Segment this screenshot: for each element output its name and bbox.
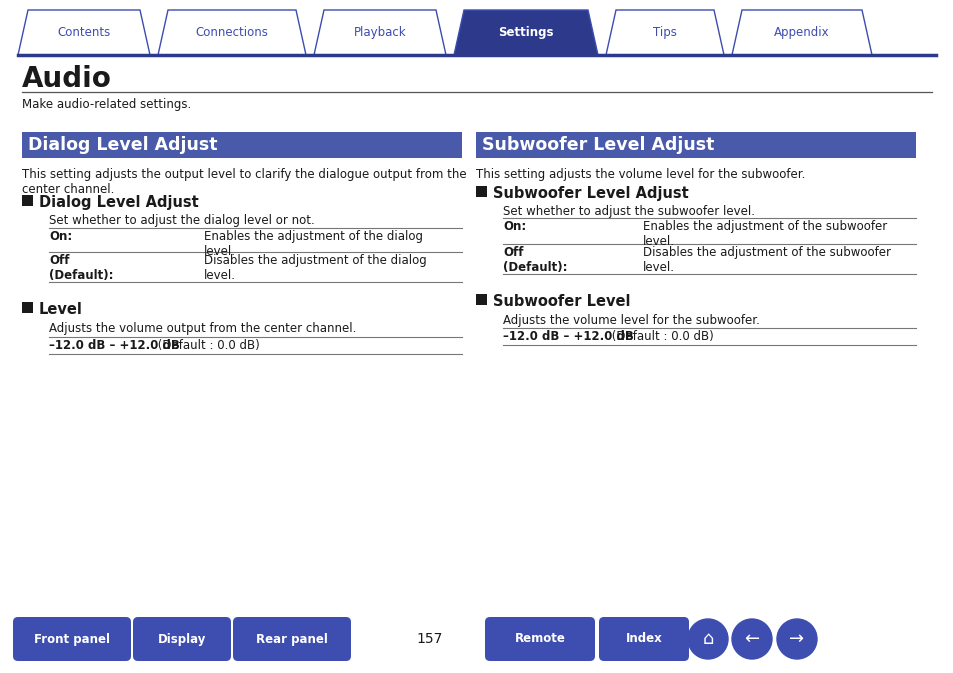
Text: On:: On: [502, 220, 526, 233]
Text: ←: ← [743, 630, 759, 648]
Text: (Default : 0.0 dB): (Default : 0.0 dB) [153, 339, 259, 352]
Text: Subwoofer Level Adjust: Subwoofer Level Adjust [481, 136, 714, 154]
Text: Set whether to adjust the dialog level or not.: Set whether to adjust the dialog level o… [49, 214, 314, 227]
Text: –12.0 dB – +12.0 dB: –12.0 dB – +12.0 dB [49, 339, 180, 352]
Text: Dialog Level Adjust: Dialog Level Adjust [28, 136, 217, 154]
Text: Contents: Contents [57, 26, 111, 39]
Text: 157: 157 [416, 632, 443, 646]
Text: Appendix: Appendix [774, 26, 829, 39]
Text: Make audio-related settings.: Make audio-related settings. [22, 98, 191, 111]
FancyBboxPatch shape [132, 617, 231, 661]
Text: On:: On: [49, 230, 72, 243]
Text: Adjusts the volume output from the center channel.: Adjusts the volume output from the cente… [49, 322, 356, 335]
FancyBboxPatch shape [233, 617, 351, 661]
Text: Off
(Default):: Off (Default): [49, 254, 113, 282]
Text: →: → [789, 630, 803, 648]
Text: Playback: Playback [354, 26, 406, 39]
Text: Off
(Default):: Off (Default): [502, 246, 567, 274]
Text: Disables the adjustment of the subwoofer
level.: Disables the adjustment of the subwoofer… [642, 246, 890, 274]
Polygon shape [731, 10, 871, 55]
Text: Set whether to adjust the subwoofer level.: Set whether to adjust the subwoofer leve… [502, 205, 754, 218]
Circle shape [731, 619, 771, 659]
Text: Subwoofer Level: Subwoofer Level [493, 294, 630, 309]
Bar [476, 294, 486, 305]
Text: Level: Level [39, 302, 83, 317]
Circle shape [687, 619, 727, 659]
Text: Front panel: Front panel [34, 633, 110, 645]
FancyBboxPatch shape [13, 617, 131, 661]
Text: (Default : 0.0 dB): (Default : 0.0 dB) [607, 330, 713, 343]
Text: Dialog Level Adjust: Dialog Level Adjust [39, 195, 198, 210]
Text: Enables the adjustment of the subwoofer
level.: Enables the adjustment of the subwoofer … [642, 220, 886, 248]
Text: This setting adjusts the volume level for the subwoofer.: This setting adjusts the volume level fo… [476, 168, 804, 181]
Text: Audio: Audio [22, 65, 112, 93]
FancyBboxPatch shape [476, 132, 915, 158]
Text: Enables the adjustment of the dialog
level.: Enables the adjustment of the dialog lev… [204, 230, 422, 258]
Polygon shape [605, 10, 723, 55]
Bar [22, 302, 33, 313]
Text: Rear panel: Rear panel [255, 633, 328, 645]
Polygon shape [158, 10, 306, 55]
FancyBboxPatch shape [22, 132, 461, 158]
FancyBboxPatch shape [598, 617, 688, 661]
Bar [476, 186, 486, 197]
Text: Adjusts the volume level for the subwoofer.: Adjusts the volume level for the subwoof… [502, 314, 760, 327]
Polygon shape [314, 10, 446, 55]
Text: Display: Display [157, 633, 206, 645]
FancyBboxPatch shape [484, 617, 595, 661]
Text: Settings: Settings [497, 26, 553, 39]
Text: Disables the adjustment of the dialog
level.: Disables the adjustment of the dialog le… [204, 254, 426, 282]
Polygon shape [18, 10, 150, 55]
Polygon shape [454, 10, 598, 55]
Text: Index: Index [625, 633, 661, 645]
Bar [22, 195, 33, 206]
Circle shape [776, 619, 816, 659]
Text: Connections: Connections [195, 26, 268, 39]
Text: ⌂: ⌂ [701, 630, 713, 648]
Text: Subwoofer Level Adjust: Subwoofer Level Adjust [493, 186, 688, 201]
Text: Tips: Tips [653, 26, 677, 39]
Text: Remote: Remote [514, 633, 565, 645]
Text: –12.0 dB – +12.0 dB: –12.0 dB – +12.0 dB [502, 330, 633, 343]
Text: This setting adjusts the output level to clarify the dialogue output from the
ce: This setting adjusts the output level to… [22, 168, 466, 196]
